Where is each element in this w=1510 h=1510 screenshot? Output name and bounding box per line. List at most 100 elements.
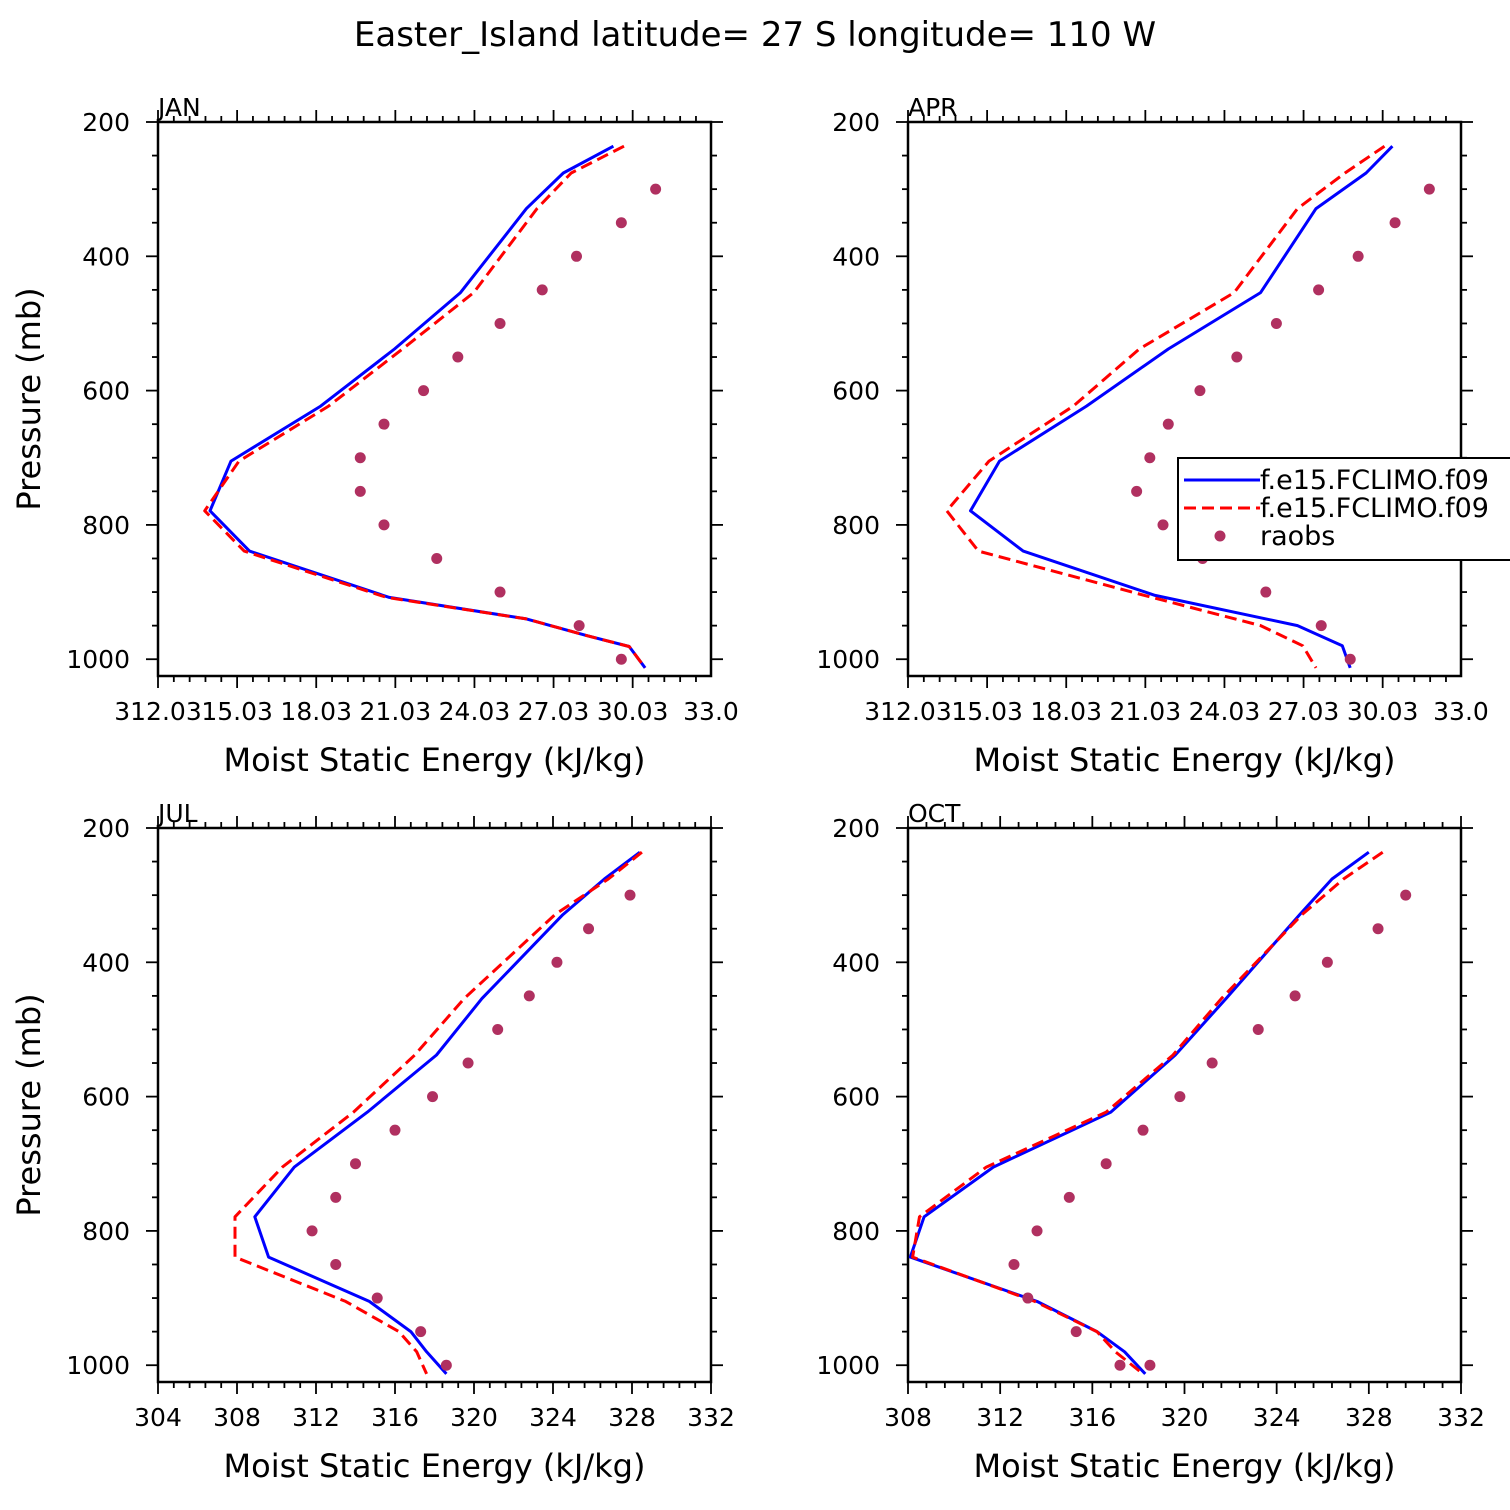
legend-entry-label: f.e15.FCLIMO.f09 [1260, 493, 1489, 524]
raobs-point [1174, 1091, 1186, 1103]
x-axis-title: Moist Static Energy (kJ/kg) [224, 741, 646, 779]
x-tick-label: 332 [1437, 1403, 1485, 1432]
x-tick-label: 312.03 [864, 697, 951, 726]
series-raobs-markers [1008, 889, 1412, 1371]
y-tick-label: 600 [82, 1083, 130, 1112]
series-line-dashed [203, 144, 647, 669]
x-axis-title: Moist Static Energy (kJ/kg) [974, 741, 1396, 779]
x-axis-title: Moist Static Energy (kJ/kg) [974, 1447, 1396, 1485]
raobs-point [650, 183, 662, 195]
series-raobs-markers [306, 889, 636, 1371]
x-tick-label: 320 [450, 1403, 498, 1432]
raobs-point [330, 1191, 342, 1203]
x-tick-label: 27.03 [1268, 697, 1340, 726]
panel-jan: JAN 312.03 15.03 18.03 21.03 24.03 27.03 30.03 3… [10, 93, 739, 779]
raobs-point [1157, 519, 1169, 531]
y-tick-label: 600 [832, 1083, 880, 1112]
y-tick-label: 800 [832, 511, 880, 540]
y-tick-label: 1000 [816, 1351, 880, 1380]
y-tick-label: 1000 [66, 645, 130, 674]
raobs-point [1100, 1158, 1112, 1170]
panel-label: JUL [156, 799, 198, 828]
y-tick-label: 400 [82, 242, 130, 271]
y-tick-label: 200 [832, 814, 880, 843]
x-tick-label: 21.03 [360, 697, 432, 726]
raobs-point [415, 1326, 427, 1338]
raobs-point [1389, 217, 1401, 229]
raobs-point [418, 385, 430, 397]
series-line-solid [969, 145, 1394, 669]
x-tick-label: 304 [134, 1403, 182, 1432]
figure-title: Easter_Island latitude= 27 S longitude= … [354, 15, 1156, 55]
plot-frame [906, 826, 1463, 1384]
x-tick-label: 33.0 [1433, 697, 1489, 726]
raobs-point [494, 586, 506, 598]
series-line-dashed [945, 144, 1386, 669]
panel-apr: APR 312.03 15.03 18.03 21.03 24.03 27.03 30.03 3… [816, 93, 1488, 779]
series-line-solid [208, 144, 647, 669]
series-raobs-markers [1131, 183, 1435, 665]
raobs-point [1260, 586, 1272, 598]
raobs-point [427, 1091, 439, 1103]
raobs-point [1344, 653, 1356, 665]
raobs-point [573, 620, 585, 632]
raobs-point [1137, 1124, 1149, 1136]
x-tick-label: 24.03 [439, 697, 511, 726]
x-tick-label: 328 [608, 1403, 656, 1432]
x-tick-label: 30.03 [597, 697, 669, 726]
raobs-point [1070, 1326, 1082, 1338]
x-tick-label: 320 [1161, 1403, 1209, 1432]
raobs-point [624, 889, 636, 901]
x-tick-label: 328 [1345, 1403, 1393, 1432]
raobs-point [1352, 250, 1364, 262]
raobs-point [1289, 990, 1301, 1002]
x-tick-label: 316 [1068, 1403, 1116, 1432]
panel-label: JAN [156, 93, 201, 122]
legend-entry-label: f.e15.FCLIMO.f09 [1260, 465, 1489, 496]
raobs-point [583, 923, 595, 935]
x-tick-label: 24.03 [1189, 697, 1261, 726]
raobs-point [615, 653, 627, 665]
raobs-point [440, 1359, 452, 1371]
raobs-point [1423, 183, 1435, 195]
y-tick-label: 800 [82, 1217, 130, 1246]
y-tick-label: 200 [82, 108, 130, 137]
panel-label: APR [908, 93, 958, 122]
x-tick-label: 33.0 [683, 697, 739, 726]
raobs-point [1231, 351, 1243, 363]
y-axis-title: Pressure (mb) [10, 287, 48, 510]
raobs-point [492, 1023, 504, 1035]
y-tick-label: 800 [82, 511, 130, 540]
raobs-point [571, 250, 583, 262]
panel-oct: OCT 308 312 316 320 324 328 332 200 400 600 800 1000… [816, 799, 1484, 1485]
raobs-point [1400, 889, 1412, 901]
panel-jul: JUL 304 308 312 316 320 324 328 332 200 400 600 800 1… [10, 799, 735, 1485]
plot-frame [156, 120, 713, 678]
y-tick-label: 1000 [816, 645, 880, 674]
raobs-point [1162, 418, 1174, 430]
x-tick-label: 312 [292, 1403, 340, 1432]
x-tick-label: 21.03 [1110, 697, 1182, 726]
series-line-dashed [233, 851, 643, 1375]
raobs-point [494, 317, 506, 329]
y-tick-label: 200 [82, 814, 130, 843]
y-tick-label: 600 [832, 377, 880, 406]
raobs-point [551, 956, 563, 968]
x-tick-label: 308 [213, 1403, 261, 1432]
y-tick-label: 200 [832, 108, 880, 137]
series-line-dashed [911, 850, 1384, 1376]
raobs-point [1194, 385, 1206, 397]
raobs-point [1144, 452, 1156, 464]
raobs-point [1063, 1191, 1075, 1203]
raobs-point [354, 452, 366, 464]
x-tick-label: 312 [976, 1403, 1024, 1432]
raobs-point [1114, 1359, 1126, 1371]
raobs-point [1313, 284, 1325, 296]
x-tick-label: 18.03 [280, 697, 352, 726]
raobs-point [1131, 485, 1143, 497]
y-tick-label: 1000 [66, 1351, 130, 1380]
legend-box [1177, 457, 1510, 561]
raobs-point [371, 1292, 383, 1304]
x-tick-label: 312.03 [114, 697, 201, 726]
